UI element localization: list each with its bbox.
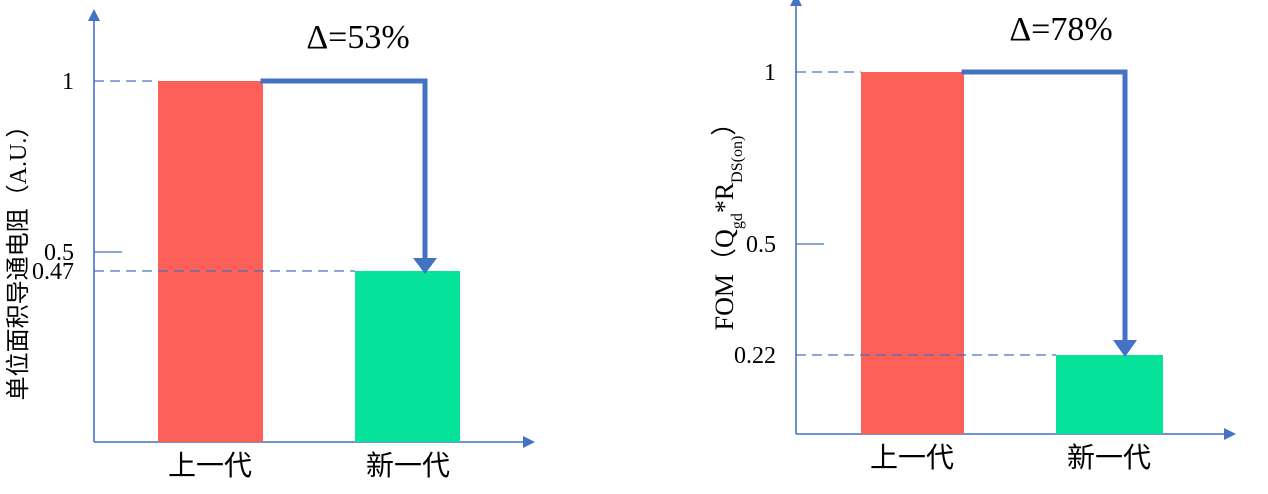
svg-text:0.47: 0.47 — [32, 259, 74, 285]
svg-text:上一代: 上一代 — [870, 442, 954, 474]
svg-text:FOM（Qgd*RDS(on)）: FOM（Qgd*RDS(on)） — [710, 110, 746, 331]
svg-text:1: 1 — [62, 69, 74, 95]
svg-text:Δ=78%: Δ=78% — [1009, 11, 1112, 48]
svg-text:新一代: 新一代 — [1067, 442, 1151, 474]
svg-text:1: 1 — [764, 60, 776, 86]
svg-text:单位面积导通电阻（A.U.）: 单位面积导通电阻（A.U.） — [5, 114, 32, 401]
svg-text:Δ=53%: Δ=53% — [306, 19, 409, 56]
svg-text:0.22: 0.22 — [734, 343, 776, 369]
svg-text:新一代: 新一代 — [366, 450, 450, 482]
svg-text:0.5: 0.5 — [746, 232, 776, 258]
svg-text:上一代: 上一代 — [168, 450, 252, 482]
